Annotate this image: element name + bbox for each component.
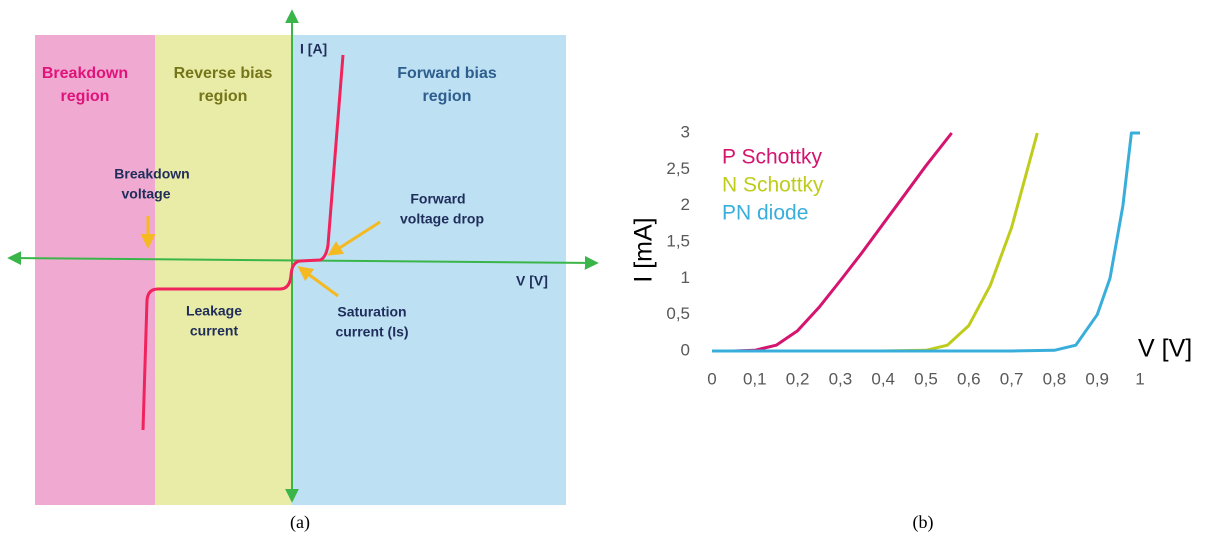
legend-entry: PN diode (722, 202, 808, 225)
annotation: voltage (121, 186, 170, 202)
y-tick-label: 1 (681, 268, 690, 287)
y-axis-label: I [mA] (630, 217, 658, 282)
region-label: Reverse bias (174, 65, 273, 82)
x-tick-label: 0,2 (786, 369, 810, 388)
x-tick-label: 0,7 (1000, 369, 1024, 388)
annotation: Forward (410, 191, 465, 207)
region-label: Breakdown (42, 65, 128, 82)
x-tick-label: 0,6 (957, 369, 981, 388)
y-tick-label: 0 (681, 340, 690, 359)
region-label: Forward bias (397, 65, 497, 82)
y-axis-label: I [A] (300, 41, 327, 57)
y-tick-label: 2,5 (666, 159, 690, 178)
y-tick-label: 1,5 (666, 231, 690, 250)
line-chart: (b) V [V] I [mA] 0 0,5 1 1,5 2 2,5 3 0 0,1 0,2 0,3… (630, 122, 1193, 533)
y-tick-label: 0,5 (666, 304, 690, 323)
annotation: current (190, 323, 239, 339)
y-tick-label: 3 (681, 122, 690, 141)
x-tick-label: 0,4 (871, 369, 895, 388)
reverse-area (155, 35, 292, 505)
legend-entry: N Schottky (722, 174, 824, 197)
region-label: region (423, 88, 472, 105)
x-tick-label: 0,8 (1043, 369, 1067, 388)
annotation: Breakdown (114, 166, 189, 182)
caption: (a) (290, 512, 310, 533)
x-axis-label: V [V] (516, 273, 548, 289)
region-label: region (61, 88, 110, 105)
arrow (297, 266, 339, 298)
annotation: voltage drop (400, 211, 484, 227)
series-line (712, 131, 1140, 353)
x-tick-label: 1 (1135, 369, 1144, 388)
x-tick-label: 0,3 (829, 369, 853, 388)
diagram: I [A] V [V] Breakdown region Reverse bia… (7, 9, 599, 533)
annotation: Leakage (186, 303, 242, 319)
region-label: region (199, 88, 248, 105)
x-axis-label: V [V] (1138, 335, 1192, 363)
x-tick-label: 0 (707, 369, 716, 388)
forward-area (292, 35, 566, 505)
x-tick-label: 0,9 (1085, 369, 1109, 388)
legend-entry: P Schottky (722, 146, 822, 169)
y-tick-label: 2 (681, 195, 690, 214)
iv-curve (141, 54, 345, 431)
x-tick-label: 0,5 (914, 369, 938, 388)
arrow (327, 220, 381, 256)
caption: (b) (913, 512, 934, 533)
annotation: current (Is) (335, 324, 408, 340)
breakdown-area (35, 35, 155, 505)
annotation: Saturation (337, 304, 406, 320)
x-tick-label: 0,1 (743, 369, 767, 388)
